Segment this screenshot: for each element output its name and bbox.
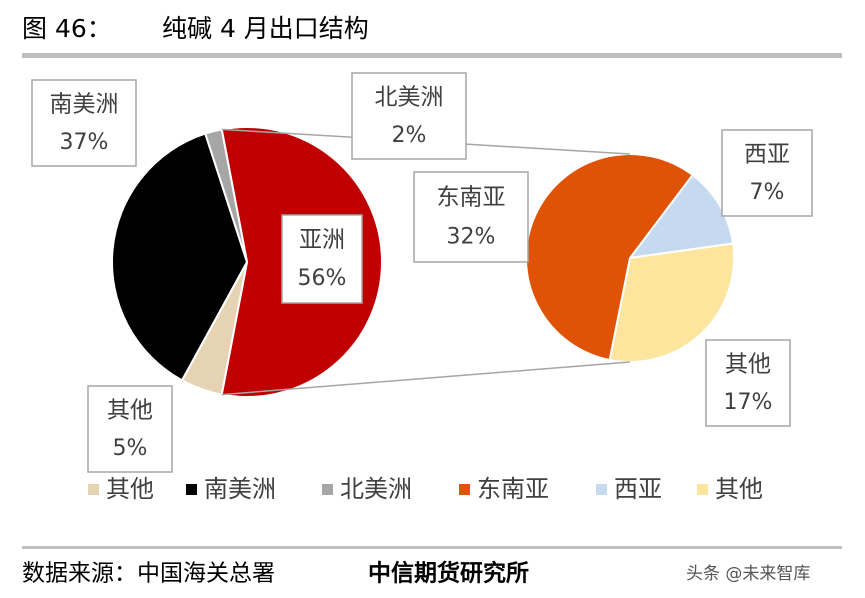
legend-swatch [186,484,197,495]
legend-swatch [322,484,333,495]
pie-slice [627,173,735,260]
source: 数据来源：中国海关总署 [22,561,275,587]
label-value: 56% [298,266,347,291]
figure-label: 图 46： [22,14,112,43]
pie-slice [608,242,735,363]
label-name: 其他 [725,351,771,377]
label-box [705,339,791,427]
label-value: 32% [447,225,496,250]
title-rule [22,53,842,58]
label-box [351,72,467,160]
label-value: 7% [750,180,785,205]
legend-label: 东南亚 [477,475,549,503]
label-name: 西亚 [744,141,790,167]
label-box [87,385,173,473]
legend-label: 南美洲 [204,475,276,503]
legend-label: 北美洲 [340,475,412,503]
label-name: 亚洲 [299,227,345,253]
label-box [281,214,363,304]
label-value: 5% [113,436,148,461]
label-name: 南美洲 [50,91,119,117]
watermark: 头条 @未来智库 [686,564,810,584]
label-value: 2% [392,123,427,148]
label-box [31,79,137,167]
pie-slice [111,132,249,382]
label-name: 北美洲 [375,84,444,110]
connector [221,361,631,396]
legend-swatch [596,484,607,495]
legend-swatch [697,484,708,495]
legend-label: 其他 [106,475,154,503]
legend-label: 西亚 [614,475,662,503]
legend-swatch [88,484,99,495]
legend-swatch [459,484,470,495]
footer-rule [22,546,842,549]
label-value: 37% [60,130,109,155]
label-name: 其他 [107,397,153,423]
pie-slice [204,128,248,263]
label-box [413,171,529,263]
chart-title: 纯碱 4 月出口结构 [162,14,369,43]
label-value: 17% [724,390,773,415]
label-name: 东南亚 [437,185,506,211]
pie-slice [525,153,694,362]
label-box [721,129,813,217]
legend-label: 其他 [715,475,763,503]
publisher: 中信期货研究所 [368,560,529,587]
